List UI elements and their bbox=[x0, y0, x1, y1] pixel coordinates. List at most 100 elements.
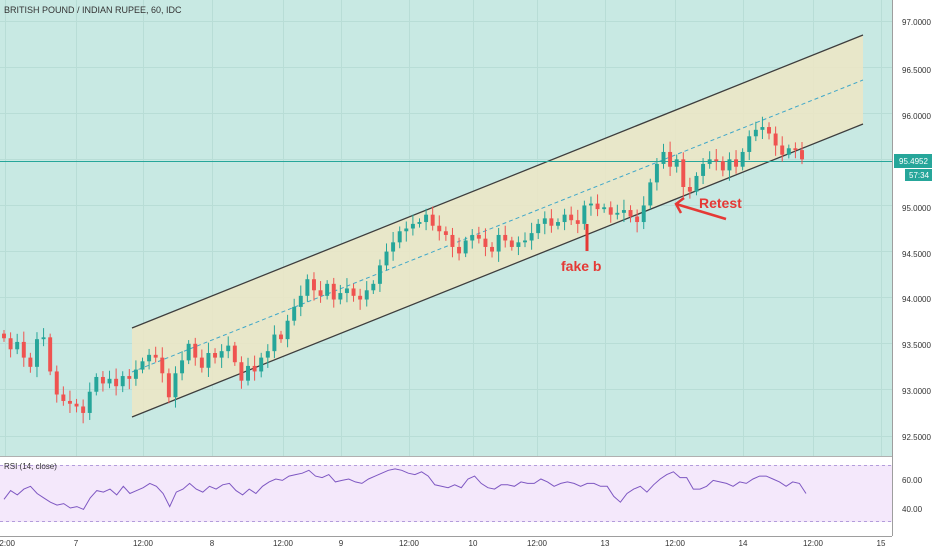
candle-body bbox=[94, 376, 99, 392]
candle-body bbox=[292, 306, 297, 321]
candle-body bbox=[41, 337, 46, 340]
price-axis-area[interactable] bbox=[892, 0, 932, 550]
candle-body bbox=[311, 279, 316, 291]
candle-body bbox=[239, 362, 244, 381]
candle-body bbox=[384, 251, 389, 266]
time-tick: 12:00 bbox=[527, 539, 548, 548]
candle-body bbox=[483, 238, 488, 247]
candle-body bbox=[694, 175, 699, 192]
time-axis-ticks: 12:00 7 12:00 8 12:00 9 12:00 10 12:00 13 12:00 14 1… bbox=[0, 539, 886, 548]
candle-body bbox=[509, 240, 514, 247]
time-tick: 12:00 bbox=[803, 539, 824, 548]
candle-body bbox=[536, 223, 541, 234]
candle-body bbox=[463, 240, 468, 254]
channel-mid-line bbox=[131, 79, 864, 373]
time-tick: 8 bbox=[210, 539, 215, 548]
rsi-band bbox=[0, 465, 892, 522]
time-tick: 10 bbox=[469, 539, 478, 548]
time-tick: 13 bbox=[601, 539, 610, 548]
candle-body bbox=[542, 218, 547, 224]
time-axis-area[interactable] bbox=[0, 536, 892, 550]
candle-body bbox=[140, 361, 145, 370]
candle-body bbox=[226, 345, 231, 352]
candle-body bbox=[371, 283, 376, 291]
price-tick: 93.5000 bbox=[902, 341, 931, 350]
price-tick: 97.0000 bbox=[902, 18, 931, 27]
candle-body bbox=[74, 403, 79, 407]
candle-body bbox=[681, 159, 686, 187]
candle-body bbox=[166, 373, 171, 398]
candle-body bbox=[529, 233, 534, 241]
candle-body bbox=[648, 182, 653, 206]
rsi-tick: 40.00 bbox=[902, 505, 923, 514]
candle-body bbox=[424, 214, 429, 223]
price-tick: 96.0000 bbox=[902, 112, 931, 121]
candles bbox=[2, 116, 804, 424]
fake-breakout-annotation: fake b bbox=[561, 224, 601, 274]
candle-body bbox=[753, 129, 758, 137]
retest-annotation: Retest bbox=[674, 195, 742, 221]
candle-body bbox=[8, 338, 13, 350]
current-price-tag bbox=[894, 154, 932, 168]
price-tick: 95.0000 bbox=[902, 204, 931, 213]
candle-body bbox=[285, 320, 290, 340]
rsi-label: RSI (14, close) bbox=[4, 462, 57, 471]
candle-body bbox=[767, 127, 772, 134]
candle-body bbox=[81, 406, 86, 413]
candle-body bbox=[747, 136, 752, 152]
time-tick: 7 bbox=[74, 539, 79, 548]
candle-body bbox=[199, 357, 204, 368]
candle-body bbox=[773, 133, 778, 146]
candle-body bbox=[720, 161, 725, 171]
candle-body bbox=[259, 357, 264, 372]
candle-body bbox=[417, 222, 422, 224]
price-tick: 94.0000 bbox=[902, 295, 931, 304]
rsi-indicator bbox=[0, 465, 892, 522]
candle-body bbox=[153, 354, 158, 358]
candle-body bbox=[358, 295, 363, 300]
candle-body bbox=[279, 334, 283, 340]
candle-body bbox=[562, 214, 567, 223]
candle-body bbox=[641, 205, 646, 223]
candle-body bbox=[608, 207, 613, 215]
candle-body bbox=[582, 205, 587, 224]
candle-body bbox=[707, 159, 712, 164]
candle-body bbox=[206, 353, 211, 368]
candle-body bbox=[470, 234, 475, 241]
candle-body bbox=[443, 231, 448, 235]
candle-body bbox=[523, 240, 527, 243]
candle-body bbox=[714, 159, 719, 162]
candle-body bbox=[298, 295, 303, 307]
candle-body bbox=[476, 234, 481, 239]
candle-body bbox=[654, 163, 659, 183]
candle-body bbox=[490, 246, 495, 252]
retest-arrow-head bbox=[674, 197, 685, 214]
candle-body bbox=[48, 337, 53, 372]
candle-body bbox=[133, 369, 138, 379]
candle-body bbox=[173, 373, 178, 398]
candle-body bbox=[701, 163, 706, 176]
candle-body bbox=[193, 343, 198, 358]
candle-body bbox=[450, 234, 455, 247]
candle-body bbox=[160, 357, 165, 374]
candle-body bbox=[430, 214, 435, 226]
candle-body bbox=[344, 288, 349, 294]
retest-arrow-line bbox=[675, 202, 727, 221]
candle-body bbox=[87, 391, 92, 413]
time-tick: 12:00 bbox=[0, 539, 16, 548]
candle-body bbox=[305, 279, 310, 296]
candle-body bbox=[28, 357, 33, 367]
candle-body bbox=[377, 265, 382, 284]
candle-body bbox=[595, 203, 600, 210]
candle-body bbox=[457, 246, 462, 254]
channel-upper-line bbox=[131, 34, 864, 329]
candle-body bbox=[2, 333, 6, 339]
price-tick: 96.5000 bbox=[902, 66, 931, 75]
candle-body bbox=[549, 218, 554, 226]
candle-body bbox=[615, 212, 620, 215]
candle-body bbox=[575, 220, 580, 224]
time-tick: 12:00 bbox=[665, 539, 686, 548]
candle-body bbox=[219, 351, 224, 358]
candle-body bbox=[727, 159, 732, 171]
